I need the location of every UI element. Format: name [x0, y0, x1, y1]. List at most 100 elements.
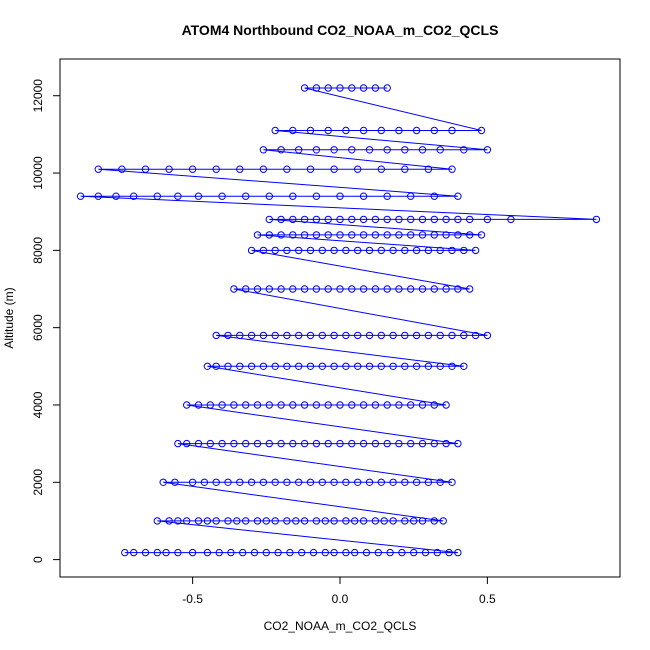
data-point [247, 246, 256, 255]
data-point [466, 231, 474, 239]
data-point [183, 439, 191, 448]
data-point [430, 517, 438, 525]
data-point [277, 146, 285, 154]
data-point [342, 246, 350, 255]
data-point [324, 231, 332, 239]
data-point [215, 548, 223, 557]
data-point [259, 246, 268, 255]
data-point [383, 192, 391, 200]
data-point [306, 246, 315, 255]
data-point [401, 246, 409, 255]
data-point [141, 548, 150, 557]
data-point [351, 517, 359, 525]
data-point [165, 165, 173, 173]
x-tick-label: 0.5 [479, 592, 496, 606]
data-point [200, 478, 209, 486]
data-point [348, 231, 356, 239]
data-point [389, 331, 397, 340]
data-point [448, 246, 456, 255]
data-point [289, 439, 297, 448]
data-point [76, 192, 85, 200]
data-point [354, 165, 362, 173]
data-point [295, 478, 303, 486]
data-point [454, 548, 462, 557]
data-point [295, 331, 303, 340]
data-point [436, 362, 444, 370]
data-point [401, 478, 409, 486]
data-point [436, 478, 444, 486]
data-point [418, 285, 427, 293]
data-point [383, 401, 391, 409]
data-point [448, 478, 456, 486]
data-point [407, 285, 415, 293]
x-axis-title: CO2_NOAA_m_CO2_QCLS [264, 619, 417, 633]
data-point [300, 215, 309, 224]
data-point [448, 165, 456, 173]
chart-title: ATOM4 Northbound CO2_NOAA_m_CO2_QCLS [182, 22, 499, 38]
data-point [471, 246, 480, 255]
data-point [348, 401, 356, 409]
data-point [483, 215, 492, 224]
data-point [592, 215, 601, 224]
data-point [206, 439, 215, 448]
data-point [253, 439, 262, 448]
series-line [80, 87, 597, 554]
data-point [259, 478, 268, 486]
data-point [94, 192, 103, 200]
data-point [418, 401, 427, 409]
data-point [330, 362, 338, 370]
data-point [377, 362, 385, 370]
data-point [174, 439, 182, 448]
data-point [348, 285, 356, 293]
data-point [424, 331, 433, 340]
data-point [342, 517, 350, 525]
data-point [324, 439, 332, 448]
data-point [265, 231, 273, 239]
data-point [212, 478, 220, 486]
data-point [477, 231, 486, 239]
data-point [412, 478, 421, 486]
data-point [212, 165, 220, 173]
data-point [342, 331, 350, 340]
data-point [359, 215, 368, 224]
data-point [389, 362, 397, 370]
data-point [395, 215, 403, 224]
y-tick-label: 12000 [31, 79, 45, 113]
data-point [410, 517, 418, 525]
data-point [336, 439, 344, 448]
data-point [365, 146, 374, 154]
data-point [306, 478, 315, 486]
data-point [300, 517, 309, 525]
data-point [371, 231, 380, 239]
data-point [283, 362, 291, 370]
data-point [188, 548, 197, 557]
data-point [507, 215, 515, 224]
data-point [300, 439, 309, 448]
data-point [242, 517, 250, 525]
data-point [300, 84, 309, 92]
data-point [407, 401, 415, 409]
data-point [336, 231, 344, 239]
data-point [442, 285, 450, 293]
data-point [162, 548, 170, 557]
data-point [365, 362, 374, 370]
data-point [365, 331, 374, 340]
data-point [259, 165, 268, 173]
data-point [312, 401, 321, 409]
data-point [239, 548, 247, 557]
data-point [236, 362, 244, 370]
data-point [454, 192, 462, 200]
data-point [377, 331, 385, 340]
data-point [383, 231, 391, 239]
data-point [330, 246, 338, 255]
data-point [230, 439, 238, 448]
data-point [230, 401, 238, 409]
data-point [348, 215, 356, 224]
data-point [262, 517, 270, 525]
data-point [362, 548, 371, 557]
data-point [324, 401, 332, 409]
data-point [212, 517, 220, 525]
data-point [259, 146, 268, 154]
data-point [483, 146, 492, 154]
